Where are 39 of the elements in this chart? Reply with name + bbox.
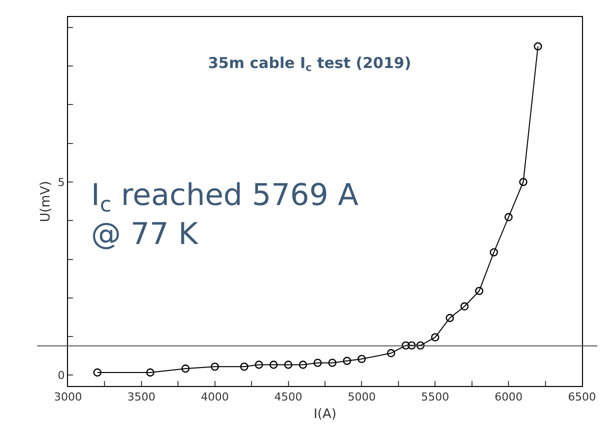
- point: [460, 302, 469, 310]
- x-axis-title: I(A): [314, 406, 336, 422]
- x-tick-label: 6000: [494, 390, 523, 404]
- point: [416, 341, 425, 350]
- point: [358, 354, 366, 364]
- x-tick-label: 4000: [200, 390, 229, 404]
- x-tick-label: 6500: [568, 390, 596, 404]
- y-tick-label: 0: [58, 369, 65, 382]
- point: [146, 368, 154, 377]
- x-tick-label: 5000: [348, 390, 376, 404]
- point: [270, 360, 278, 369]
- point: [284, 360, 292, 369]
- x-tick-label: 5500: [421, 390, 450, 404]
- point: [475, 286, 484, 296]
- point: [240, 362, 248, 371]
- point: [314, 358, 322, 367]
- point: [298, 360, 308, 369]
- text: 35m cable I$_{c}$ test (2019): [208, 54, 412, 74]
- x-tick-label: 4500: [274, 390, 302, 404]
- point: [431, 333, 440, 342]
- point: [342, 356, 352, 365]
- point: [402, 341, 410, 350]
- point: [408, 341, 416, 350]
- point: [386, 349, 396, 358]
- annotation: I$_{c}$ reached 5769 A @ 77 K: [91, 178, 359, 252]
- y-tick-label: 5: [58, 176, 65, 189]
- point: [254, 360, 264, 369]
- point: [446, 314, 454, 322]
- x-tick-label: 3500: [127, 390, 156, 404]
- point: [534, 42, 542, 50]
- point: [490, 248, 498, 256]
- y-axis-title: U(mV): [38, 180, 54, 222]
- point: [519, 178, 528, 186]
- point: [181, 364, 190, 373]
- point: [210, 362, 219, 371]
- point: [328, 358, 336, 367]
- x-tick-label: 3000: [54, 390, 82, 404]
- point: [93, 368, 102, 377]
- point: [504, 213, 513, 222]
